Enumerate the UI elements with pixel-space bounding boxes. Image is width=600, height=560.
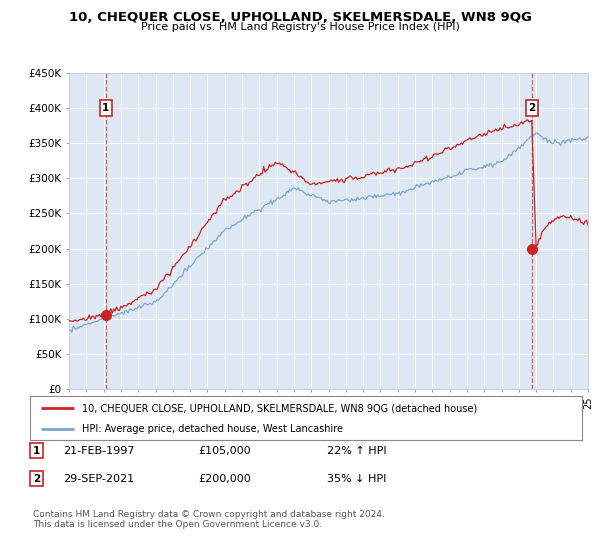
Text: Price paid vs. HM Land Registry's House Price Index (HPI): Price paid vs. HM Land Registry's House … xyxy=(140,22,460,32)
Text: Contains HM Land Registry data © Crown copyright and database right 2024.
This d: Contains HM Land Registry data © Crown c… xyxy=(33,510,385,529)
Text: £200,000: £200,000 xyxy=(198,474,251,484)
Text: 29-SEP-2021: 29-SEP-2021 xyxy=(63,474,134,484)
Text: 10, CHEQUER CLOSE, UPHOLLAND, SKELMERSDALE, WN8 9QG (detached house): 10, CHEQUER CLOSE, UPHOLLAND, SKELMERSDA… xyxy=(82,403,478,413)
Text: 1: 1 xyxy=(33,446,40,456)
Text: 2: 2 xyxy=(33,474,40,484)
Text: 21-FEB-1997: 21-FEB-1997 xyxy=(63,446,134,456)
Text: 22% ↑ HPI: 22% ↑ HPI xyxy=(327,446,386,456)
Text: 2: 2 xyxy=(528,103,535,113)
Text: 1: 1 xyxy=(102,103,109,113)
Text: £105,000: £105,000 xyxy=(198,446,251,456)
Text: HPI: Average price, detached house, West Lancashire: HPI: Average price, detached house, West… xyxy=(82,424,343,433)
Text: 35% ↓ HPI: 35% ↓ HPI xyxy=(327,474,386,484)
Text: 10, CHEQUER CLOSE, UPHOLLAND, SKELMERSDALE, WN8 9QG: 10, CHEQUER CLOSE, UPHOLLAND, SKELMERSDA… xyxy=(68,11,532,24)
